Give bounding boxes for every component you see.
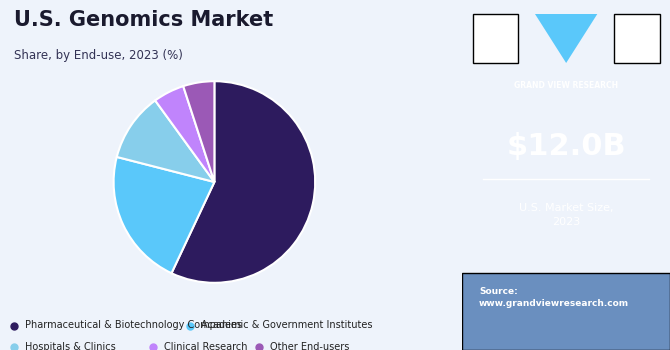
Text: Source:
www.grandviewresearch.com: Source: www.grandviewresearch.com [479, 287, 629, 308]
Text: Pharmaceutical & Biotechnology Companies: Pharmaceutical & Biotechnology Companies [25, 321, 243, 330]
Text: Share, by End-use, 2023 (%): Share, by End-use, 2023 (%) [14, 49, 183, 62]
Text: Hospitals & Clinics: Hospitals & Clinics [25, 342, 116, 350]
Text: Academic & Government Institutes: Academic & Government Institutes [201, 321, 373, 330]
Text: U.S. Genomics Market: U.S. Genomics Market [14, 10, 273, 30]
Text: GRAND VIEW RESEARCH: GRAND VIEW RESEARCH [514, 80, 618, 90]
FancyBboxPatch shape [614, 14, 659, 63]
Text: U.S. Market Size,
2023: U.S. Market Size, 2023 [519, 203, 614, 227]
Wedge shape [155, 86, 214, 182]
Text: Other End-users: Other End-users [271, 342, 350, 350]
Wedge shape [172, 81, 315, 283]
Wedge shape [114, 157, 214, 273]
FancyBboxPatch shape [462, 273, 670, 350]
Text: $12.0B: $12.0B [507, 133, 626, 161]
Text: Clinical Research: Clinical Research [164, 342, 248, 350]
FancyBboxPatch shape [472, 14, 519, 63]
Wedge shape [117, 100, 214, 182]
Polygon shape [535, 14, 598, 63]
Wedge shape [184, 81, 214, 182]
